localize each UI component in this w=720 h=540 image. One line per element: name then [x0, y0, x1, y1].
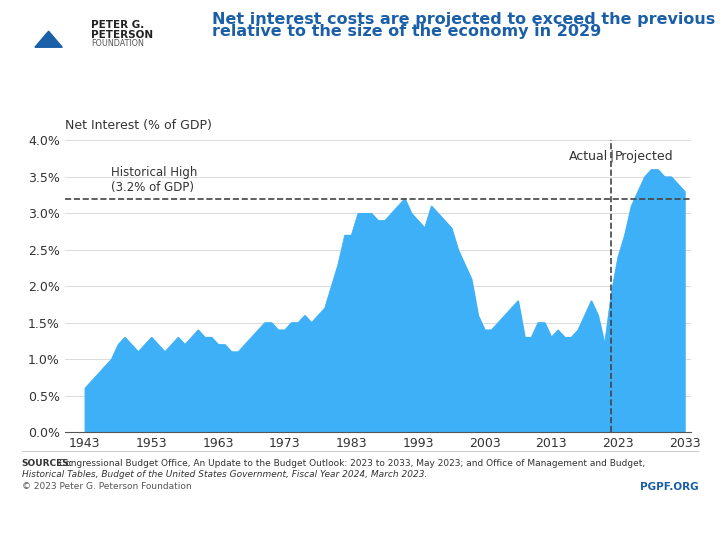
Text: Historical Tables, Budget of the United States Government, Fiscal Year 2024, Mar: Historical Tables, Budget of the United … — [22, 470, 427, 479]
Text: |: | — [609, 150, 613, 163]
Text: PETERSON: PETERSON — [91, 30, 153, 40]
Text: SOURCES:: SOURCES: — [22, 459, 73, 468]
Text: PETER G.: PETER G. — [91, 20, 145, 30]
Bar — [42, 45, 55, 78]
Polygon shape — [35, 31, 62, 47]
Text: FOUNDATION: FOUNDATION — [91, 39, 144, 48]
Bar — [27, 19, 71, 47]
Text: © 2023 Peter G. Peterson Foundation: © 2023 Peter G. Peterson Foundation — [22, 482, 192, 491]
Text: PGPF.ORG: PGPF.ORG — [640, 482, 698, 492]
Text: Net interest costs are projected to exceed the previous high: Net interest costs are projected to exce… — [212, 12, 720, 27]
Text: Congressional Budget Office, An Update to the Budget Outlook: 2023 to 2033, May : Congressional Budget Office, An Update t… — [59, 459, 645, 468]
Text: Net Interest (% of GDP): Net Interest (% of GDP) — [65, 119, 212, 132]
Text: Actual: Actual — [569, 150, 608, 163]
Text: Projected: Projected — [615, 150, 673, 163]
Text: relative to the size of the economy in 2029: relative to the size of the economy in 2… — [212, 24, 602, 39]
Text: Historical High
(3.2% of GDP): Historical High (3.2% of GDP) — [112, 166, 198, 194]
